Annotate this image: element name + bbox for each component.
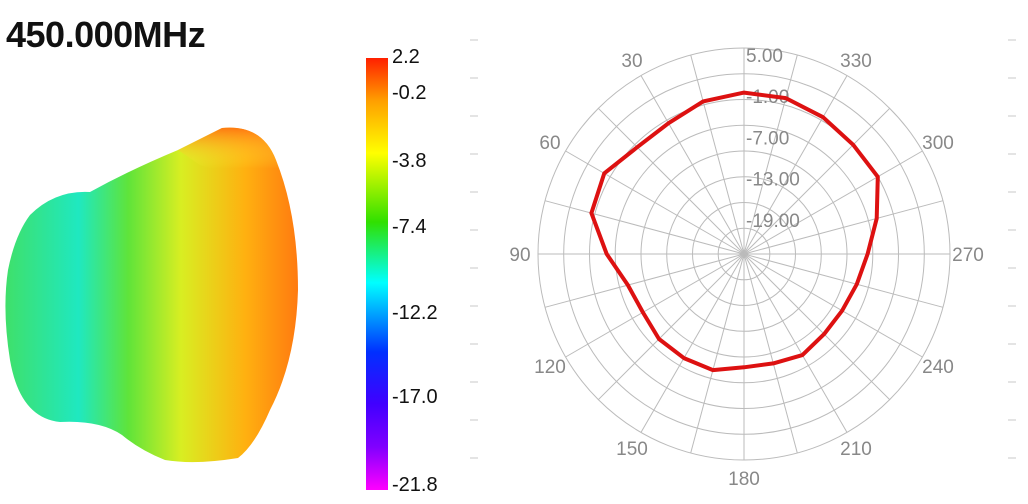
grid-spoke	[544, 200, 745, 255]
colorbar-label: -3.8	[392, 150, 427, 172]
3d-radiation-pattern	[5, 127, 299, 463]
side-ticks	[470, 39, 1016, 459]
grid-spoke	[743, 54, 798, 255]
grid-spoke	[565, 253, 745, 358]
angle-label: 60	[539, 133, 560, 154]
grid-spoke	[743, 253, 891, 401]
grid-spoke	[743, 253, 848, 433]
grid-spoke	[743, 253, 944, 308]
colorbar-label: -0.2	[392, 82, 427, 104]
grid-spoke	[544, 253, 745, 308]
frequency-label: 450.000MHz	[6, 14, 206, 55]
radial-label: -7.00	[746, 128, 789, 149]
polar-grid	[537, 47, 951, 461]
grid-spoke	[743, 75, 848, 255]
angle-label: 180	[728, 469, 760, 490]
radial-label: 5.00	[746, 46, 783, 67]
grid-spoke	[690, 253, 745, 454]
pattern-series-line	[589, 90, 880, 373]
grid-spoke	[690, 54, 745, 255]
radial-label: -19.00	[746, 211, 800, 232]
angle-label: 330	[840, 51, 872, 72]
pattern-surface	[5, 127, 299, 463]
grid-spoke	[743, 107, 891, 255]
colorbar-label: -17.0	[392, 386, 438, 408]
angle-label: 240	[922, 357, 954, 378]
grid-spoke	[640, 75, 745, 255]
grid-spoke	[565, 150, 745, 255]
colorbar-label: -21.8	[392, 474, 438, 496]
angle-label: 270	[952, 245, 984, 266]
grid-spoke	[597, 107, 745, 255]
angle-label: 210	[840, 439, 872, 460]
angle-label: 300	[922, 133, 954, 154]
grid-spoke	[597, 253, 745, 401]
grid-spoke	[743, 253, 923, 358]
grid-spoke	[640, 253, 745, 433]
grid-spoke	[743, 253, 798, 454]
colorbar	[366, 58, 388, 490]
angle-label: 30	[621, 51, 642, 72]
radial-label: -13.00	[746, 170, 800, 191]
angle-label: 150	[616, 439, 648, 460]
angle-label: 120	[534, 357, 566, 378]
colorbar-label: 2.2	[392, 46, 420, 68]
grid-spoke	[743, 200, 944, 255]
colorbar-label: -7.4	[392, 216, 427, 238]
colorbar-label: -12.2	[392, 302, 438, 324]
angle-label: 90	[509, 245, 530, 266]
grid-spoke	[743, 150, 923, 255]
